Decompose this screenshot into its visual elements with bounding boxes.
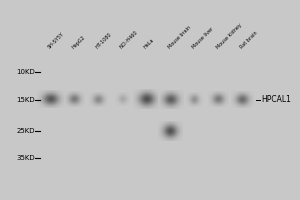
Text: SH-SY5Y: SH-SY5Y [46,32,65,50]
Text: HT-1080: HT-1080 [95,32,113,50]
Text: Mouse liver: Mouse liver [191,27,214,50]
Text: HPCAL1: HPCAL1 [261,95,291,104]
Text: HepG2: HepG2 [70,35,86,50]
Text: 35KD: 35KD [16,155,35,161]
Text: HeLa: HeLa [143,38,155,50]
Text: 25KD: 25KD [16,128,35,134]
Text: 10KD: 10KD [16,69,35,75]
Text: Mouse kidney: Mouse kidney [215,23,243,50]
Text: Mouse brain: Mouse brain [167,25,192,50]
Text: Rat brain: Rat brain [239,31,259,50]
Text: 15KD: 15KD [16,97,35,103]
Bar [38,52,255,188]
Text: NCI-H460: NCI-H460 [119,30,139,50]
